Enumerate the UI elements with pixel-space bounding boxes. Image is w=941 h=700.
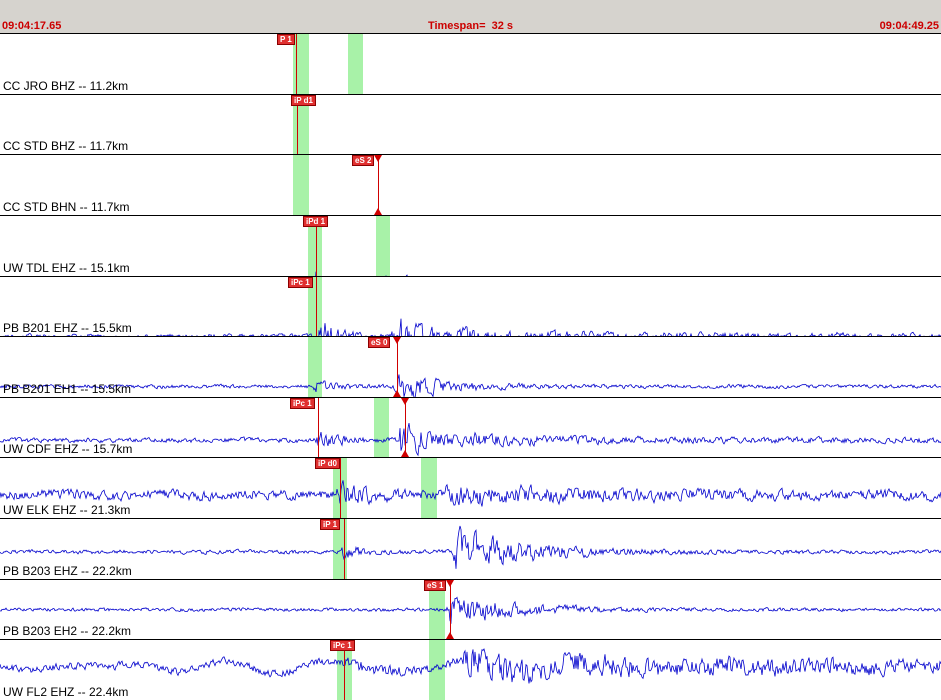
trace-panel[interactable]: iPc 1 UW FL2 EHZ -- 22.4km: [0, 640, 941, 700]
pick-line[interactable]: [296, 34, 297, 94]
pick-window-band: [308, 337, 322, 397]
trace-area: P 1 CC JRO BHZ -- 11.2km iP d1 CC STD BHZ -…: [0, 34, 941, 700]
waveform: [0, 95, 941, 156]
waveform: [0, 155, 941, 216]
pick-flag[interactable]: eS 1: [424, 579, 447, 591]
pick-flag[interactable]: iP d0: [315, 458, 340, 470]
waveform: [0, 34, 941, 95]
trace-label: PB B203 EHZ -- 22.2km: [3, 563, 132, 578]
pick-window-band: [348, 34, 363, 94]
trace-label: PB B203 EH2 -- 22.2km: [3, 624, 132, 639]
pick-window-band: [308, 276, 322, 337]
pick-flag[interactable]: eS 0: [368, 337, 391, 349]
trace-panel[interactable]: iPc 1 PB B201 EHZ -- 15.5km: [0, 276, 941, 338]
pick-line[interactable]: [378, 155, 379, 215]
waveform: [0, 596, 941, 624]
pick-flag[interactable]: iPd 1: [303, 215, 329, 227]
trace-label: UW TDL EHZ -- 15.1km: [3, 260, 130, 275]
trace-panel[interactable]: iP d0 UW ELK EHZ -- 21.3km: [0, 458, 941, 520]
trace-label: PB B201 EH1 -- 15.5km: [3, 381, 132, 396]
trace-panel[interactable]: iP d1 CC STD BHZ -- 11.7km: [0, 94, 941, 156]
waveform: [0, 422, 941, 457]
pick-triangle-top-icon: [446, 579, 454, 587]
pick-line[interactable]: [344, 640, 345, 700]
waveform: [3, 318, 941, 337]
trace-label: CC JRO BHZ -- 11.2km: [3, 78, 129, 93]
trace-label: UW ELK EHZ -- 21.3km: [3, 503, 131, 518]
pick-triangle-bottom-icon: [446, 632, 454, 640]
waveform: [0, 526, 941, 570]
pick-flag[interactable]: iPc 1: [290, 397, 315, 409]
pick-line[interactable]: [405, 397, 406, 458]
pick-line[interactable]: [297, 94, 298, 155]
event-header-bar: 61315186 UW 2017-08-17 09:04:25.25 46.25…: [0, 0, 941, 20]
pick-line[interactable]: [340, 458, 341, 519]
window-end-time: 09:04:49.25: [879, 20, 939, 32]
pick-flag[interactable]: eS 2: [352, 155, 375, 167]
time-header-bar: 09:04:17.65 Timespan= 32 s 09:04:49.25: [0, 20, 941, 34]
pick-triangle-bottom-icon: [374, 207, 382, 215]
pick-triangle-top-icon: [393, 337, 401, 345]
pick-window-band: [333, 519, 347, 579]
trace-panel[interactable]: eS 0 PB B201 EH1 -- 15.5km: [0, 337, 941, 398]
pick-flag[interactable]: iPc 1: [330, 640, 355, 652]
trace-panel[interactable]: iPd 1 UW TDL EHZ -- 15.1km: [0, 215, 941, 277]
trace-panel[interactable]: eS 1 PB B203 EH2 -- 22.2km: [0, 579, 941, 641]
pick-window-band: [429, 640, 445, 700]
pick-flag[interactable]: iP 1: [320, 519, 341, 531]
pick-line[interactable]: [316, 276, 317, 337]
pick-triangle-bottom-icon: [401, 450, 409, 458]
pick-flag[interactable]: iPc 1: [288, 276, 313, 288]
pick-triangle-top-icon: [374, 155, 382, 163]
trace-panel[interactable]: P 1 CC JRO BHZ -- 11.2km: [0, 34, 941, 95]
trace-panel[interactable]: iPc 1 UW CDF EHZ -- 15.7km: [0, 397, 941, 459]
pick-flag[interactable]: P 1: [277, 34, 295, 45]
trace-label: UW CDF EHZ -- 15.7km: [3, 442, 133, 457]
trace-panel[interactable]: iP 1 PB B203 EHZ -- 22.2km: [0, 519, 941, 580]
waveform: [0, 480, 941, 508]
trace-label: CC STD BHZ -- 11.7km: [3, 139, 129, 154]
pick-line[interactable]: [318, 397, 319, 458]
window-start-time: 09:04:17.65: [2, 20, 62, 32]
trace-label: UW FL2 EHZ -- 22.4km: [3, 685, 129, 700]
pick-window-band: [429, 579, 445, 640]
pick-line[interactable]: [316, 215, 317, 276]
waveform: [0, 648, 941, 684]
pick-window-band: [293, 155, 309, 215]
trace-label: PB B201 EHZ -- 15.5km: [3, 321, 132, 336]
pick-window-band: [293, 34, 309, 94]
pick-line[interactable]: [344, 519, 345, 579]
trace-label: CC STD BHN -- 11.7km: [3, 199, 130, 214]
pick-triangle-bottom-icon: [393, 389, 401, 397]
pick-line[interactable]: [450, 579, 451, 640]
pick-window-band: [376, 215, 390, 276]
waveform: [0, 374, 941, 397]
pick-line[interactable]: [397, 337, 398, 397]
pick-window-band: [374, 397, 389, 458]
pick-window-band: [421, 458, 437, 519]
pick-triangle-top-icon: [401, 397, 409, 405]
trace-panel[interactable]: eS 2 CC STD BHN -- 11.7km: [0, 155, 941, 216]
pick-window-band: [308, 215, 322, 276]
timespan-label: Timespan= 32 s: [427, 20, 514, 32]
pick-flag[interactable]: iP d1: [291, 94, 316, 106]
waveform: [315, 271, 408, 276]
